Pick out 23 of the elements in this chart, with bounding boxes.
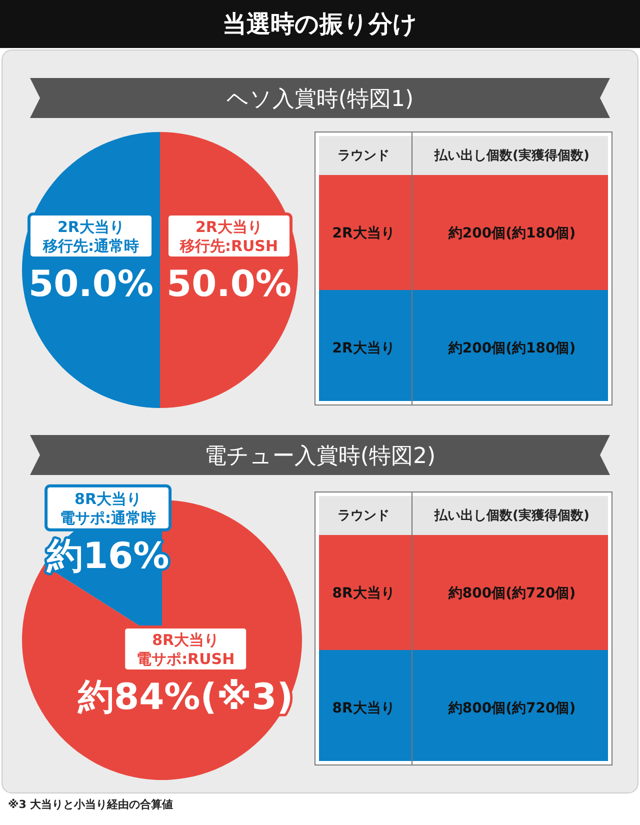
text: 約200個(約180個) [448,226,576,242]
chart-title: 当選時の振り分け [222,10,418,38]
category-label: 2R大当り [332,340,395,356]
slice-label: 2R大当り移行先:RUSH [178,218,278,255]
text: 約800個(約720個) [448,586,576,602]
category-label: 8R大当り [332,586,395,602]
category-label: 2R大当り [332,226,395,242]
data-label: 50.0% [28,264,154,305]
slice-label: 8R大当り電サポ:RUSH [136,630,235,668]
text: ラウンド [338,508,390,524]
text: 払い出し個数(実獲得個数) [434,508,590,524]
text: 約200個(約180個) [448,340,576,356]
category-label: 8R大当り [332,700,395,716]
chart-subtitle: ヘソ入賞時(特図1) [226,87,414,112]
slice-label: 8R大当り電サポ:通常時 [60,490,156,527]
slice-label: 2R大当り移行先:通常時 [42,218,139,255]
text: ※3 大当りと小当り経由の合算値 [8,798,174,811]
text: 払い出し個数(実獲得個数) [434,148,590,164]
text: 約800個(約720個) [448,700,576,716]
text: ラウンド [338,148,390,164]
data-label: 約84%(※3) [77,676,294,718]
chart-title: 電チュー入賞時(特図2) [204,444,436,469]
data-label: 50.0% [166,264,292,305]
